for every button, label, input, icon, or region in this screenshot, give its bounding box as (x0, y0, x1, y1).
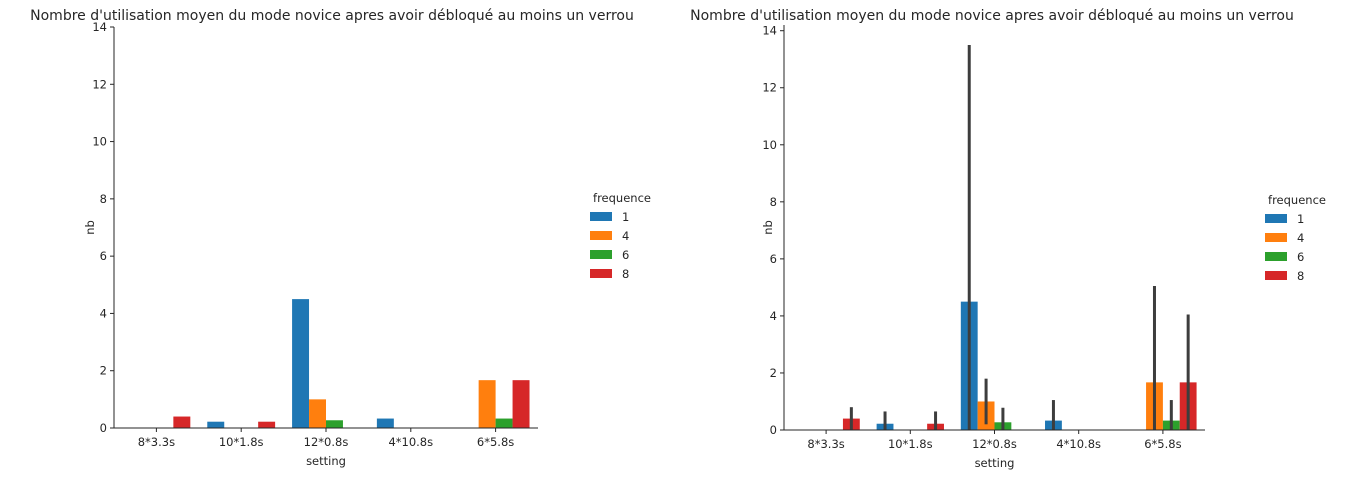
x-tick-label: 10*1.8s (219, 435, 264, 449)
legend-label-1: 1 (622, 210, 629, 224)
bar-10*1.8s-freq-8 (258, 421, 276, 428)
y-tick-label: 8 (100, 192, 107, 206)
legend-title: frequence (1268, 193, 1326, 207)
x-tick-label: 8*3.3s (138, 435, 175, 449)
chart-title: Nombre d'utilisation moyen du mode novic… (690, 8, 1294, 24)
x-axis-label: setting (306, 454, 346, 468)
y-tick-label: 4 (100, 306, 107, 320)
x-axis-label: setting (975, 456, 1015, 470)
y-tick-label: 2 (100, 364, 107, 378)
legend-swatch-8 (590, 269, 612, 278)
bar-12*0.8s-freq-1 (292, 299, 310, 428)
legend-swatch-6 (1265, 252, 1287, 261)
y-tick-label: 6 (100, 249, 107, 263)
bar-10*1.8s-freq-1 (207, 421, 225, 428)
legend-swatch-6 (590, 250, 612, 259)
x-tick-label: 4*10.8s (1056, 437, 1101, 451)
legend: frequence 1 4 6 8 (1265, 193, 1326, 283)
bar-6*5.8s-freq-6 (495, 418, 513, 428)
y-tick-label: 10 (762, 138, 777, 152)
bar-6*5.8s-freq-4 (478, 380, 496, 428)
legend-label-8: 8 (622, 267, 629, 281)
y-tick-label: 12 (762, 81, 777, 95)
y-tick-label: 10 (92, 135, 107, 149)
legend-swatch-4 (590, 231, 612, 240)
bar-12*0.8s-freq-6 (326, 420, 343, 428)
chart-title: Nombre d'utilisation moyen du mode novic… (30, 8, 634, 24)
y-tick-label: 2 (770, 366, 777, 380)
legend-label-4: 4 (622, 229, 629, 243)
bar-4*10.8s-freq-1 (376, 418, 394, 428)
legend-title: frequence (593, 191, 651, 205)
legend-swatch-4 (1265, 233, 1287, 242)
y-axis-label: nb (83, 220, 97, 235)
y-axis-label: nb (761, 220, 775, 235)
x-tick-label: 12*0.8s (972, 437, 1017, 451)
legend-swatch-8 (1265, 271, 1287, 280)
y-tick-label: 0 (100, 421, 107, 435)
y-tick-label: 4 (770, 309, 777, 323)
y-tick-label: 14 (92, 20, 107, 34)
bar-12*0.8s-freq-4 (309, 399, 326, 428)
y-tick-label: 14 (762, 24, 777, 38)
y-tick-label: 6 (770, 252, 777, 266)
y-tick-label: 0 (770, 423, 777, 437)
x-tick-label: 12*0.8s (304, 435, 349, 449)
x-tick-label: 6*5.8s (1144, 437, 1181, 451)
x-tick-label: 4*10.8s (388, 435, 433, 449)
legend-label-6: 6 (622, 248, 629, 262)
legend: frequence 1 4 6 8 (590, 191, 651, 281)
legend-swatch-1 (590, 212, 612, 221)
bar-6*5.8s-freq-8 (512, 380, 530, 428)
legend-label-6: 6 (1297, 250, 1304, 264)
chart-2: Nombre d'utilisation moyen du mode novic… (690, 8, 1326, 470)
chart-1: Nombre d'utilisation moyen du mode novic… (30, 8, 651, 468)
bar-8*3.3s-freq-8 (173, 416, 191, 428)
x-tick-label: 6*5.8s (477, 435, 514, 449)
legend-label-4: 4 (1297, 231, 1304, 245)
x-tick-label: 8*3.3s (807, 437, 844, 451)
legend-label-1: 1 (1297, 212, 1304, 226)
legend-swatch-1 (1265, 214, 1287, 223)
x-tick-label: 10*1.8s (888, 437, 933, 451)
y-tick-label: 12 (92, 77, 107, 91)
legend-label-8: 8 (1297, 269, 1304, 283)
y-tick-label: 8 (770, 195, 777, 209)
